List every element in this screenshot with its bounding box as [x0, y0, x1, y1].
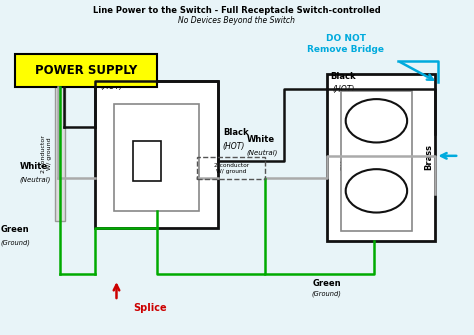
Text: (Neutral): (Neutral): [19, 176, 51, 183]
Text: (HOT): (HOT): [100, 82, 122, 91]
Text: Black: Black: [100, 68, 126, 77]
Text: Black: Black: [223, 129, 248, 137]
Text: (Neutral): (Neutral): [246, 149, 278, 156]
Text: (Ground): (Ground): [312, 291, 342, 297]
Text: (HOT): (HOT): [332, 85, 355, 94]
Text: White: White: [246, 135, 274, 144]
Bar: [55, 87, 65, 221]
Bar: [95, 81, 218, 227]
Text: Brass: Brass: [424, 144, 433, 171]
Text: 2 conductor
W/ ground: 2 conductor W/ ground: [41, 135, 52, 173]
Text: Green: Green: [0, 225, 29, 234]
Text: (Ground): (Ground): [0, 240, 30, 246]
Text: Black: Black: [330, 72, 356, 81]
Text: Green: Green: [312, 279, 341, 288]
Bar: [327, 74, 436, 241]
Text: POWER SUPPLY: POWER SUPPLY: [35, 64, 137, 77]
Text: Splice: Splice: [133, 303, 167, 313]
Text: 2 conductor
W/ ground: 2 conductor W/ ground: [213, 163, 249, 174]
Text: No Devices Beyond the Switch: No Devices Beyond the Switch: [179, 16, 295, 25]
Text: White: White: [19, 162, 48, 171]
Text: DO NOT
Remove Bridge: DO NOT Remove Bridge: [307, 35, 384, 54]
Bar: [341, 91, 412, 231]
Text: (HOT): (HOT): [223, 142, 245, 151]
Bar: [114, 104, 199, 211]
Bar: [197, 157, 265, 179]
Bar: [133, 141, 161, 181]
Bar: [15, 54, 156, 87]
Text: Silver: Silver: [340, 144, 349, 171]
Circle shape: [346, 169, 407, 212]
Text: Line Power to the Switch - Full Receptacle Switch-controlled: Line Power to the Switch - Full Receptac…: [93, 6, 381, 15]
Circle shape: [346, 99, 407, 142]
